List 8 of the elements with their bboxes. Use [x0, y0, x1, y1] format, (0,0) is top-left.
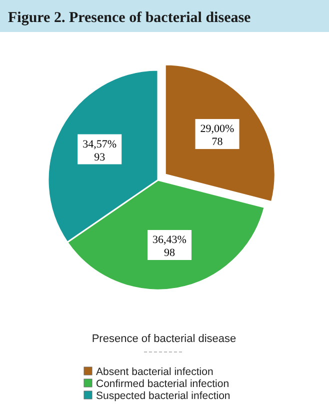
data-label: 36,43% 98	[152, 234, 186, 259]
data-label: 29,00% 78	[200, 123, 234, 148]
chart-title: Figure 2. Presence of bacterial disease	[8, 10, 252, 26]
legend-title: Presence of bacterial disease	[92, 333, 236, 345]
data-label: 34,57% 93	[82, 138, 117, 164]
legend-label: Confirmed bacterial infection	[96, 378, 230, 390]
legend-label: Absent bacterial infection	[96, 366, 214, 378]
legend-label: Suspected bacterial infection	[96, 390, 230, 402]
